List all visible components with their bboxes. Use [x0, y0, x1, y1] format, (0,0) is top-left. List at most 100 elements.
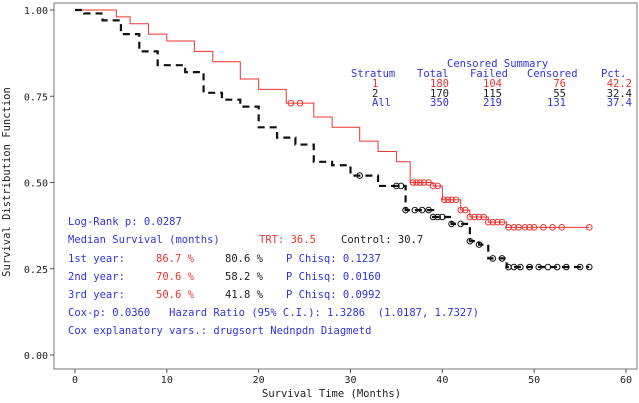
year-trt: 86.7 % — [156, 253, 194, 265]
x-tick-label: 10 — [161, 375, 173, 386]
y-tick-label: 0.00 — [24, 351, 48, 362]
censor-marker-stratum-1 — [558, 224, 566, 231]
censor-marker-stratum-2 — [526, 263, 533, 271]
censor-marker-stratum-1 — [484, 218, 492, 226]
y-tick-label: 0.50 — [24, 179, 48, 190]
censor-marker-stratum-1 — [434, 182, 442, 190]
censor-marker-stratum-1 — [413, 179, 420, 186]
x-tick-label: 60 — [620, 375, 632, 386]
summary-cell: 37.4 — [606, 97, 632, 109]
censor-marker-stratum-1 — [471, 213, 478, 221]
censor-marker-stratum-1 — [429, 182, 437, 190]
censor-marker-stratum-2 — [510, 263, 518, 271]
censor-marker-stratum-1 — [461, 206, 469, 214]
year-trt: 70.6 % — [156, 271, 194, 283]
censor-marker-stratum-1 — [296, 99, 304, 107]
median-label: Median Survival (months) — [68, 234, 220, 246]
censor-marker-stratum-1 — [457, 206, 465, 214]
y-axis-title: Survival Distribution Function — [0, 87, 13, 277]
summary-cell: 104 — [483, 78, 502, 90]
censor-marker-stratum-2 — [425, 206, 432, 214]
y-tick-label: 0.75 — [24, 92, 48, 103]
summary-header: Pct. — [601, 68, 627, 80]
censor-marker-stratum-2 — [457, 220, 465, 228]
x-axis-title: Survival Time (Months) — [262, 388, 402, 400]
censor-marker-stratum-2 — [576, 263, 584, 271]
censor-marker-stratum-1 — [440, 196, 448, 204]
plot-frame — [53, 2, 638, 370]
censor-marker-stratum-1 — [425, 179, 432, 186]
censor-marker-stratum-2 — [544, 263, 552, 271]
summary-cell: 180 — [430, 78, 449, 90]
year-p: P Chisq: 0.0160 — [286, 271, 381, 283]
x-tick-label: 50 — [528, 375, 540, 386]
summary-cell: 131 — [547, 97, 566, 109]
summary-cell: 2 — [372, 87, 379, 100]
censor-marker-stratum-1 — [521, 224, 529, 231]
censor-marker-stratum-2 — [448, 220, 455, 228]
censor-marker-stratum-2 — [553, 263, 561, 271]
year-ctl: 80.6 % — [225, 253, 263, 265]
summary-cell: 170 — [430, 87, 449, 100]
censor-marker-stratum-2 — [585, 263, 593, 271]
year-ctl: 58.2 % — [225, 271, 263, 283]
median-control: Control: 30.7 — [341, 234, 424, 246]
survival-curve-stratum-2 — [75, 8, 590, 269]
censor-marker-stratum-2 — [434, 213, 442, 221]
x-tick-label: 30 — [344, 375, 356, 386]
year-trt: 50.6 % — [156, 289, 194, 301]
x-tick-label: 40 — [436, 375, 448, 386]
summary-cell: 219 — [483, 97, 502, 109]
censor-marker-stratum-2 — [563, 263, 570, 271]
summary-header: Stratum — [351, 68, 396, 80]
censor-marker-stratum-1 — [448, 196, 455, 204]
y-tick-label: 1.00 — [24, 6, 48, 17]
censor-marker-stratum-1 — [540, 224, 547, 231]
year-label: 2nd year: — [68, 271, 125, 283]
censor-marker-stratum-1 — [510, 224, 518, 231]
censor-marker-stratum-2 — [402, 206, 409, 214]
censor-marker-stratum-2 — [411, 206, 419, 214]
censor-marker-stratum-2 — [475, 241, 483, 248]
censor-marker-stratum-1 — [287, 99, 295, 107]
summary-header: Total — [417, 68, 449, 80]
x-tick-label: 0 — [72, 375, 78, 386]
censor-marker-stratum-1 — [515, 224, 522, 231]
censor-marker-stratum-2 — [517, 263, 524, 271]
logrank-text: Log-Rank p: 0.0287 — [68, 216, 182, 228]
censor-marker-stratum-1 — [480, 213, 487, 221]
summary-cell: 32.4 — [606, 87, 632, 100]
year-p: P Chisq: 0.0992 — [286, 289, 381, 301]
censor-marker-stratum-2 — [535, 263, 543, 271]
censor-marker-stratum-2 — [397, 182, 405, 190]
censor-marker-stratum-2 — [466, 237, 474, 245]
summary-cell: 42.2 — [606, 78, 632, 90]
summary-cell: 115 — [483, 87, 502, 100]
censor-marker-stratum-1 — [526, 224, 533, 231]
censor-marker-stratum-2 — [356, 172, 363, 179]
censor-marker-stratum-1 — [466, 213, 474, 221]
censor-marker-stratum-2 — [439, 213, 446, 221]
censor-marker-stratum-2 — [418, 206, 426, 214]
year-label: 3rd year: — [68, 289, 125, 301]
summary-cell: All — [372, 97, 391, 109]
censor-marker-stratum-2 — [489, 255, 497, 262]
censor-marker-stratum-1 — [409, 179, 417, 186]
censor-marker-stratum-1 — [420, 179, 428, 186]
censor-marker-stratum-2 — [393, 182, 400, 190]
summary-cell: 350 — [430, 97, 449, 109]
summary-header: Censored — [527, 68, 578, 80]
censor-marker-stratum-1 — [475, 213, 483, 221]
censor-marker-stratum-1 — [585, 224, 593, 231]
censor-marker-stratum-1 — [494, 218, 501, 226]
censor-marker-stratum-1 — [452, 196, 460, 204]
summary-cell: 1 — [372, 78, 379, 90]
censor-marker-stratum-2 — [429, 213, 437, 221]
year-p: P Chisq: 0.1237 — [286, 253, 381, 265]
summary-header: Failed — [470, 68, 508, 80]
censor-marker-stratum-1 — [444, 196, 452, 204]
year-ctl: 41.8 % — [225, 289, 263, 301]
censor-marker-stratum-1 — [416, 179, 424, 186]
